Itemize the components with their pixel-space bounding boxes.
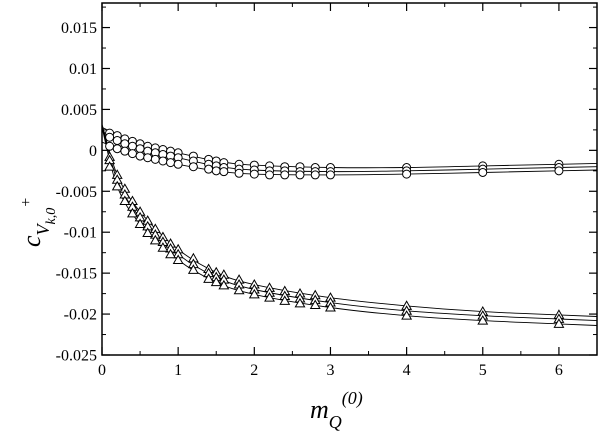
series-6-point <box>203 273 215 283</box>
series-3-point <box>112 144 122 154</box>
series-3-point <box>219 167 229 177</box>
series-2-point <box>112 136 122 146</box>
series-6-point <box>477 315 489 325</box>
series-6-point <box>309 299 321 310</box>
series-3-point <box>166 158 176 168</box>
series-6-point <box>149 234 161 245</box>
series-3-point <box>143 153 153 163</box>
series-6-point <box>126 207 138 218</box>
svg-text:mQ(0): mQ(0) <box>310 388 363 432</box>
series-6-point <box>187 264 199 274</box>
series-6-point <box>401 310 413 320</box>
series-markers <box>104 128 565 328</box>
y-tick-label: 0.015 <box>61 20 97 37</box>
series-3-point <box>234 168 244 178</box>
series-3-point <box>120 146 130 156</box>
series-6-point <box>264 292 276 302</box>
series-6-point <box>111 180 123 191</box>
series-3-point <box>478 167 488 177</box>
x-tick-label: 5 <box>479 362 487 379</box>
series-3-point <box>295 170 305 180</box>
series-6-point <box>142 227 154 237</box>
series-6-point <box>294 297 306 308</box>
x-axis-title-sub: Q <box>329 412 342 432</box>
series-6-point <box>210 276 222 287</box>
x-axis-title-sup: (0) <box>342 388 363 409</box>
y-tick-label: 0 <box>89 143 97 160</box>
series-6-point <box>104 161 116 171</box>
series-3-point <box>402 169 412 179</box>
x-tick-label: 1 <box>174 362 182 379</box>
series-2-point <box>120 139 130 149</box>
series-3-point <box>325 170 335 180</box>
x-tick-label: 3 <box>326 362 334 379</box>
y-tick-label: -0.005 <box>56 184 97 201</box>
series-6-point <box>172 254 184 264</box>
series-3-point <box>265 170 275 180</box>
series-6-point <box>279 295 291 305</box>
y-tick-label: -0.01 <box>64 225 97 242</box>
x-tick-label: 4 <box>403 362 411 379</box>
series-6-point <box>553 318 565 328</box>
y-axis-title: cVk,0 + <box>17 197 59 247</box>
series-6-point <box>324 301 336 312</box>
y-tick-label: -0.015 <box>56 266 97 283</box>
y-tick-label: 0.01 <box>69 61 97 78</box>
series-3-point <box>105 141 115 151</box>
x-tick-label: 0 <box>98 362 106 379</box>
y-axis-title-sup: + <box>18 197 35 208</box>
series-3-point <box>135 151 145 161</box>
series-3-point <box>211 166 221 176</box>
series-3-point <box>554 166 564 176</box>
axis-ticks <box>101 3 597 356</box>
y-axis-title-main: c <box>17 235 46 247</box>
series-6-point <box>119 195 131 206</box>
y-axis-title-sub2: k,0 <box>44 208 59 225</box>
series-6-point <box>218 279 230 290</box>
series-6-point <box>248 288 260 299</box>
series-3-point <box>249 169 259 179</box>
x-tick-label: 6 <box>555 362 563 379</box>
series-6-point <box>134 218 146 228</box>
svg-text:cVk,0+: cVk,0 + <box>17 197 59 247</box>
series-6-point <box>165 248 177 259</box>
series-3-point <box>310 170 320 180</box>
series-3-point <box>158 156 168 166</box>
series-3-point <box>150 154 160 164</box>
x-axis-title-main: m <box>310 395 329 424</box>
y-axis-title-sub1: V <box>33 222 53 235</box>
series-3-point <box>127 149 137 159</box>
tick-labels: 0 1 2 3 4 5 6 -0.025 -0.02 -0.015 -0.01 -0.005 0 0.00… <box>56 20 563 379</box>
x-tick-label: 2 <box>250 362 258 379</box>
y-tick-label: -0.02 <box>64 307 97 324</box>
series-3-point <box>280 170 290 180</box>
y-tick-label: -0.025 <box>56 348 97 365</box>
series-2-point <box>135 144 145 154</box>
plot-frame <box>101 2 598 356</box>
series-2-point <box>127 141 137 151</box>
series-6-point <box>157 242 169 252</box>
x-axis-title: mQ(0) <box>310 388 363 432</box>
series-3-point <box>188 162 198 172</box>
series-6-point <box>233 284 245 295</box>
y-tick-label: 0.005 <box>61 102 97 119</box>
series-2-point <box>105 132 115 142</box>
series-3-point <box>204 164 214 174</box>
series-3-point <box>173 159 183 169</box>
